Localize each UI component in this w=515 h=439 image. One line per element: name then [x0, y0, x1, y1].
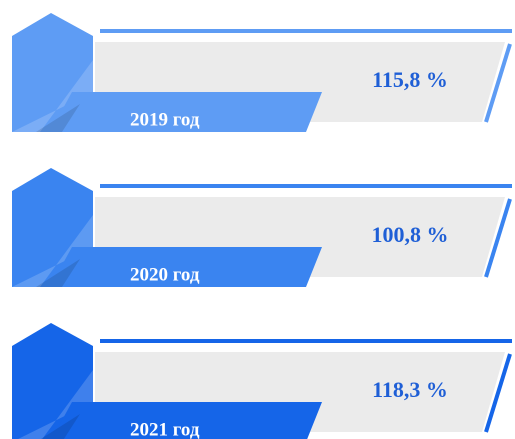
year-label: 2019 год [130, 109, 200, 130]
year-block: 2021 год 118,3 % [12, 323, 512, 439]
right-stripe [484, 353, 512, 433]
value-label: 118,3 % [372, 377, 448, 402]
label-bar-shade [40, 414, 80, 439]
value-label: 100,8 % [372, 222, 449, 247]
label-bar [50, 247, 322, 287]
label-bar-shade [36, 259, 80, 287]
right-stripe [484, 43, 512, 123]
label-bar [51, 402, 322, 439]
label-bar-shade [36, 104, 80, 132]
year-label: 2021 год [130, 419, 200, 439]
year-block: 2020 год 100,8 % [12, 168, 512, 287]
right-stripe [484, 198, 512, 278]
year-block: 2019 год 115,8 % [12, 13, 512, 132]
year-label: 2020 год [130, 264, 200, 285]
value-label: 115,8 % [372, 67, 448, 92]
label-bar [50, 92, 322, 132]
